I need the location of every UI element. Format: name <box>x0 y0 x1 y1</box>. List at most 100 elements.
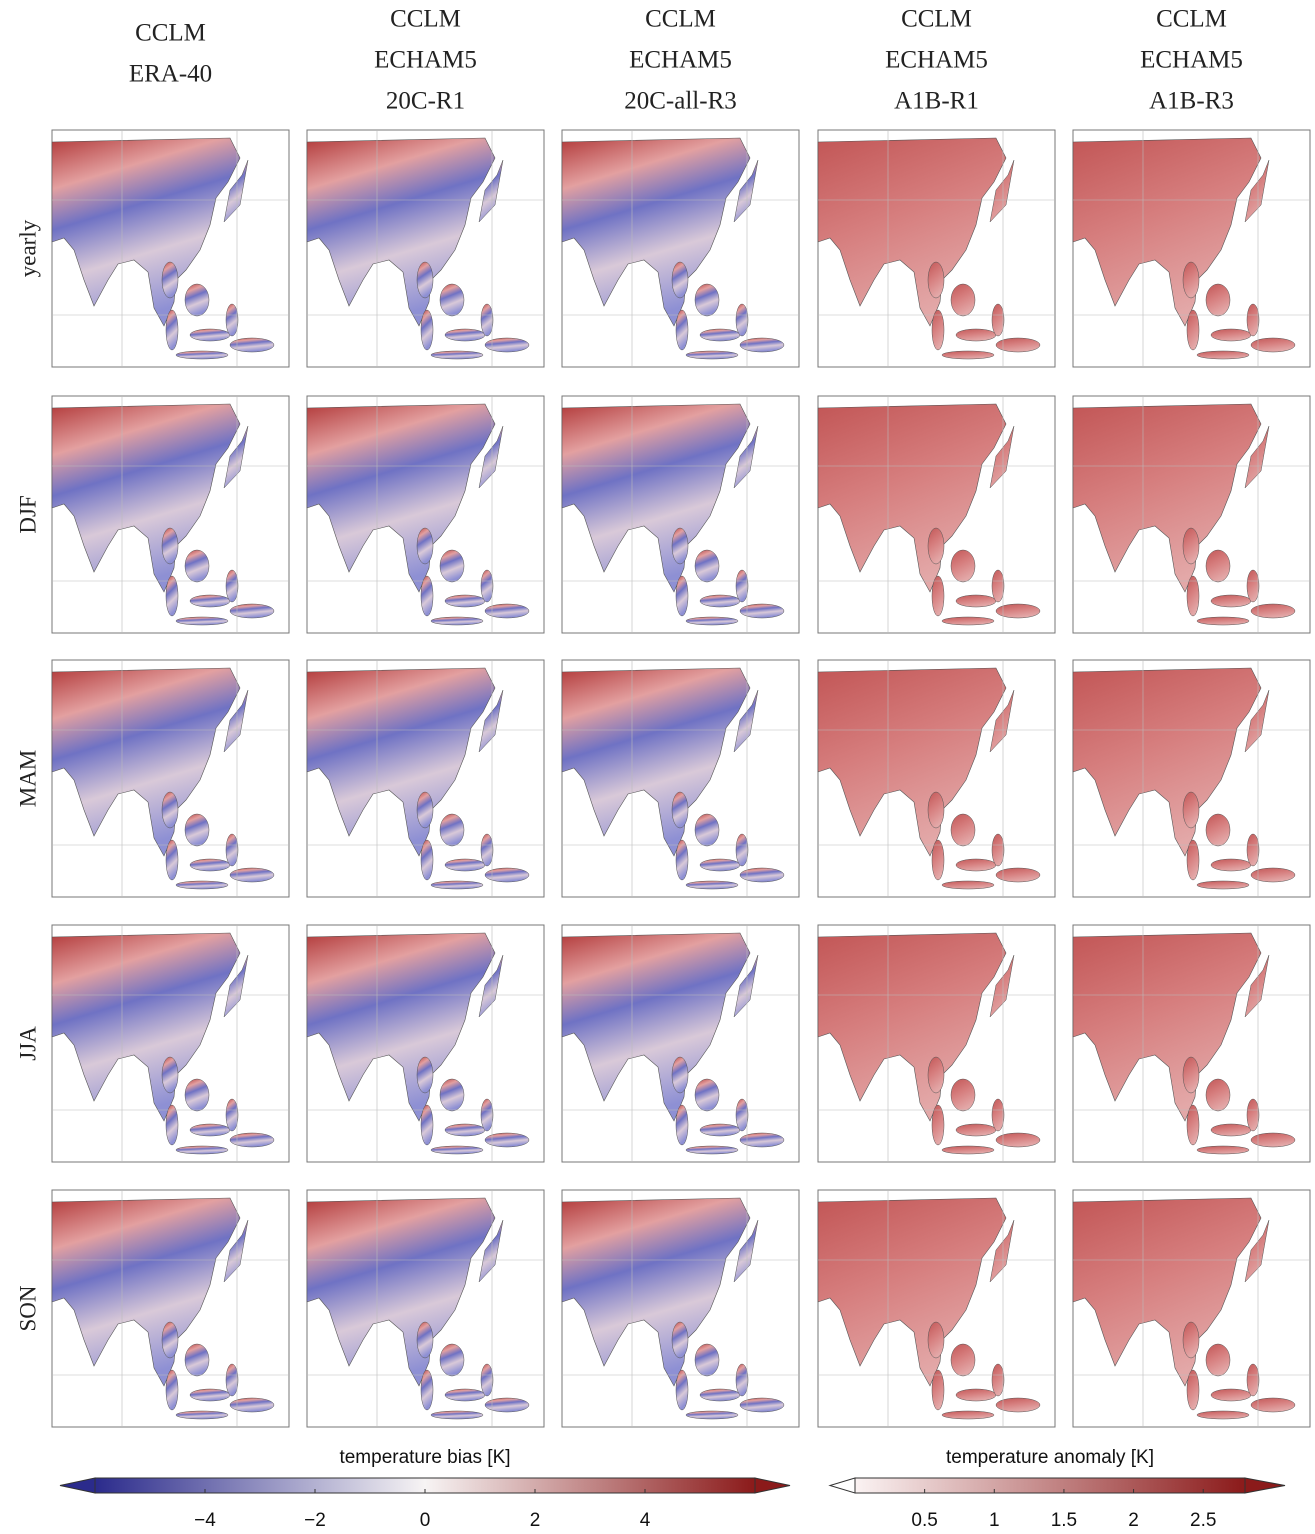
island <box>226 1099 238 1131</box>
island <box>736 834 748 866</box>
island <box>485 1398 529 1412</box>
island <box>1247 1364 1259 1396</box>
map-panel <box>52 660 289 897</box>
island <box>996 604 1040 618</box>
island <box>928 262 944 298</box>
island <box>992 1099 1004 1131</box>
island <box>951 284 975 316</box>
map-panel <box>52 396 289 633</box>
island <box>672 262 688 298</box>
island <box>932 840 944 880</box>
colorbar-tick-label: 2 <box>530 1510 541 1531</box>
island <box>951 814 975 846</box>
island <box>686 1411 738 1419</box>
map-panel <box>307 925 544 1162</box>
map-panel <box>562 130 799 367</box>
island <box>417 792 433 828</box>
island <box>1183 528 1199 564</box>
island <box>686 881 738 889</box>
island <box>1251 338 1295 352</box>
colorbar-extend-high <box>755 1478 790 1493</box>
island <box>431 617 483 625</box>
colorbar-tick-label: 1 <box>989 1510 1000 1531</box>
island <box>956 1124 996 1136</box>
island <box>740 1133 784 1147</box>
island <box>230 1133 274 1147</box>
island <box>431 1146 483 1154</box>
colorbar <box>855 1478 1245 1493</box>
island <box>686 1146 738 1154</box>
island <box>162 1322 178 1358</box>
island <box>672 1057 688 1093</box>
island <box>932 310 944 350</box>
island <box>1206 1344 1230 1376</box>
island <box>176 1146 228 1154</box>
island <box>481 834 493 866</box>
colorbar-tick-label: 1.5 <box>1051 1510 1077 1531</box>
island <box>230 338 274 352</box>
island <box>676 1105 688 1145</box>
map-panel <box>52 130 289 367</box>
island <box>1247 834 1259 866</box>
island <box>1197 617 1249 625</box>
island <box>1251 1133 1295 1147</box>
island <box>417 262 433 298</box>
island <box>1251 604 1295 618</box>
island <box>1206 814 1230 846</box>
island <box>185 1079 209 1111</box>
map-panel <box>562 1190 799 1427</box>
island <box>166 310 178 350</box>
island <box>226 304 238 336</box>
island <box>445 595 485 607</box>
island <box>942 1411 994 1419</box>
island <box>942 617 994 625</box>
island <box>1247 1099 1259 1131</box>
column-header: CCLM <box>135 20 206 47</box>
island <box>190 1389 230 1401</box>
island <box>672 1322 688 1358</box>
island <box>166 1105 178 1145</box>
island <box>1187 1370 1199 1410</box>
island <box>695 284 719 316</box>
island <box>740 604 784 618</box>
island <box>417 528 433 564</box>
island <box>440 284 464 316</box>
column-header: 20C-R1 <box>386 88 465 115</box>
island <box>700 859 740 871</box>
map-panel <box>52 925 289 1162</box>
island <box>956 595 996 607</box>
figure: CCLMERA-40CCLMECHAM520C-R1CCLMECHAM520C-… <box>0 0 1315 1534</box>
island <box>1251 868 1295 882</box>
island <box>992 304 1004 336</box>
map-panel <box>1073 925 1310 1162</box>
map-panel <box>562 925 799 1162</box>
island <box>676 576 688 616</box>
island <box>190 329 230 341</box>
island <box>481 304 493 336</box>
island <box>431 1411 483 1419</box>
island <box>951 550 975 582</box>
map-panel <box>562 660 799 897</box>
island <box>481 570 493 602</box>
island <box>686 351 738 359</box>
island <box>440 1079 464 1111</box>
island <box>1247 570 1259 602</box>
island <box>672 528 688 564</box>
colorbar-tick-label: −4 <box>194 1510 216 1531</box>
colorbar-tick-label: 0 <box>420 1510 431 1531</box>
island <box>956 329 996 341</box>
map-panel <box>307 396 544 633</box>
island <box>992 1364 1004 1396</box>
island <box>736 1364 748 1396</box>
island <box>485 868 529 882</box>
row-label: yearly <box>15 219 40 277</box>
column-header: CCLM <box>901 6 972 33</box>
map-panel <box>818 925 1055 1162</box>
map-panel <box>1073 1190 1310 1427</box>
island <box>1206 284 1230 316</box>
column-header: A1B-R1 <box>894 88 979 115</box>
colorbar-tick-label: 0.5 <box>911 1510 937 1531</box>
column-header: 20C-all-R3 <box>624 88 737 115</box>
colorbar-extend-high <box>1245 1478 1285 1493</box>
colorbar-tick-label: 4 <box>640 1510 651 1531</box>
